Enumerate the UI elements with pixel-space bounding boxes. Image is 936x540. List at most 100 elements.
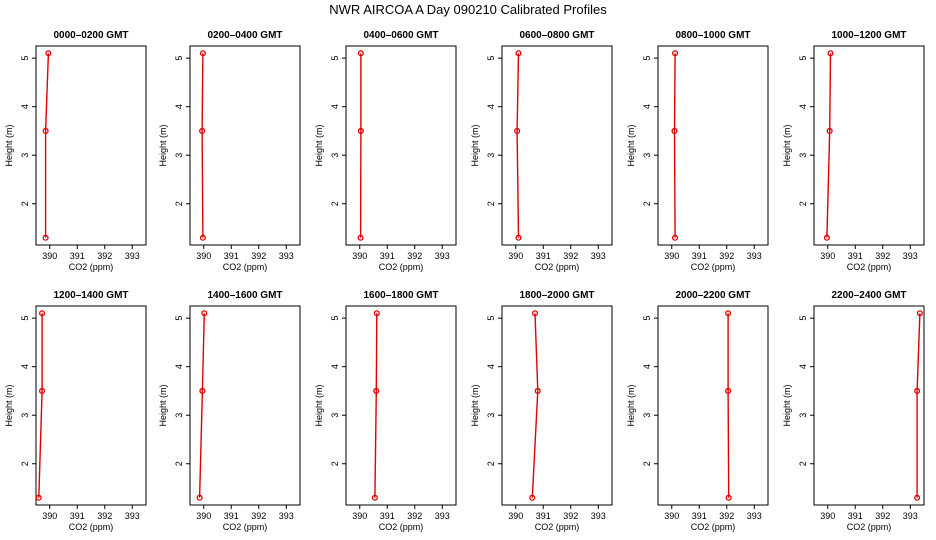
profile-point <box>38 387 46 394</box>
y-tick-label: 4 <box>798 364 808 369</box>
x-tick-label: 391 <box>380 511 395 521</box>
y-axis-label: Height (m) <box>314 124 324 166</box>
x-tick-label: 393 <box>125 511 140 521</box>
y-tick-label: 2 <box>174 461 184 466</box>
y-tick-label: 4 <box>20 364 30 369</box>
profile-point <box>199 50 206 57</box>
x-tick-label: 393 <box>747 251 762 261</box>
x-tick-label: 393 <box>435 251 450 261</box>
profile-point <box>196 494 203 501</box>
x-tick-label: 390 <box>664 251 679 261</box>
x-tick-label: 392 <box>719 251 734 261</box>
y-tick-label: 2 <box>798 201 808 206</box>
x-tick-label: 393 <box>591 511 606 521</box>
profile-point <box>35 494 42 501</box>
y-tick-label: 5 <box>642 56 652 61</box>
panel: 1600–1800 GMT 390 391 392 393 2 3 4 5 CO2 (ppm) He… <box>314 290 457 532</box>
profile-point <box>357 127 364 134</box>
y-tick-label: 5 <box>330 56 340 61</box>
y-tick-label: 2 <box>330 461 340 466</box>
x-tick-label: 391 <box>692 251 707 261</box>
y-tick-label: 3 <box>642 153 652 158</box>
y-axis-label: Height (m) <box>158 124 168 166</box>
plot-frame <box>35 305 147 506</box>
y-tick-label: 3 <box>486 153 496 158</box>
profile-line <box>374 313 378 498</box>
y-axis-label: Height (m) <box>626 124 636 166</box>
x-axis-label: CO2 (ppm) <box>691 262 736 272</box>
x-axis-label: CO2 (ppm) <box>379 262 424 272</box>
y-tick-label: 5 <box>798 316 808 321</box>
x-tick-label: 391 <box>224 251 239 261</box>
profile-point <box>201 310 208 317</box>
x-axis-label: CO2 (ppm) <box>69 522 114 532</box>
profile-point <box>725 494 732 501</box>
plot-frame <box>345 45 457 246</box>
panel-title: 0800–1000 GMT <box>675 30 750 41</box>
y-tick-label: 3 <box>798 413 808 418</box>
plot-frame <box>657 45 769 246</box>
x-tick-label: 391 <box>536 251 551 261</box>
profile-point <box>671 127 678 134</box>
y-axis-label: Height (m) <box>626 384 636 426</box>
y-tick-label: 5 <box>486 316 496 321</box>
panel: 1800–2000 GMT 390 391 392 393 2 3 4 5 CO2 (ppm) He… <box>470 290 613 532</box>
x-tick-label: 393 <box>279 251 294 261</box>
x-tick-label: 391 <box>224 511 239 521</box>
x-tick-label: 391 <box>380 251 395 261</box>
profile-line <box>198 313 205 498</box>
panel: 2000–2200 GMT 390 391 392 393 2 3 4 5 CO2 (ppm) He… <box>626 290 769 532</box>
panel-title: 1600–1800 GMT <box>363 290 438 301</box>
y-tick-label: 5 <box>798 56 808 61</box>
panel: 0800–1000 GMT 390 391 392 393 2 3 4 5 CO2 (ppm) He… <box>626 30 769 272</box>
profile-point <box>514 127 521 134</box>
panel-title: 1800–2000 GMT <box>519 290 594 301</box>
profile-point <box>199 234 206 241</box>
y-tick-label: 5 <box>174 316 184 321</box>
figure-title: NWR AIRCOA A Day 090210 Calibrated Profi… <box>329 2 607 17</box>
profile-line <box>201 53 204 238</box>
x-tick-label: 392 <box>563 251 578 261</box>
panel: 0600–0800 GMT 390 391 392 393 2 3 4 5 CO2 (ppm) He… <box>470 30 613 272</box>
x-axis-label: CO2 (ppm) <box>847 522 892 532</box>
y-tick-label: 4 <box>330 364 340 369</box>
profile-point <box>671 234 679 241</box>
panel-title: 0600–0800 GMT <box>519 30 594 41</box>
panel: 0000–0200 GMT 390 391 392 393 2 3 4 5 CO2 (ppm) He… <box>4 30 147 272</box>
x-tick-label: 392 <box>407 251 422 261</box>
profile-point <box>199 127 206 134</box>
x-tick-label: 393 <box>279 511 294 521</box>
profile-line <box>673 53 676 238</box>
profile-point <box>357 50 364 57</box>
y-axis-label: Height (m) <box>158 384 168 426</box>
y-tick-label: 3 <box>174 413 184 418</box>
x-tick-label: 392 <box>251 251 266 261</box>
y-tick-label: 2 <box>642 201 652 206</box>
plot-frame <box>813 305 925 506</box>
profile-point <box>725 310 732 317</box>
x-axis-label: CO2 (ppm) <box>223 522 268 532</box>
y-tick-label: 4 <box>486 364 496 369</box>
x-tick-label: 390 <box>352 511 367 521</box>
y-axis-label: Height (m) <box>470 124 480 166</box>
profile-point <box>914 494 921 501</box>
panel: 1200–1400 GMT 390 391 392 393 2 3 4 5 CO2 (ppm) He… <box>4 290 147 532</box>
profile-point <box>515 234 522 241</box>
y-tick-label: 2 <box>20 461 30 466</box>
x-tick-label: 392 <box>719 511 734 521</box>
y-tick-label: 2 <box>174 201 184 206</box>
profile-point <box>373 387 380 394</box>
y-tick-label: 4 <box>174 364 184 369</box>
y-tick-label: 3 <box>174 153 184 158</box>
y-tick-label: 5 <box>20 316 30 321</box>
y-tick-label: 3 <box>330 153 340 158</box>
y-tick-label: 4 <box>798 104 808 109</box>
panel-title: 0000–0200 GMT <box>53 30 128 41</box>
y-tick-label: 5 <box>330 316 340 321</box>
profile-point <box>515 50 522 57</box>
x-tick-label: 390 <box>352 251 367 261</box>
x-tick-label: 390 <box>820 511 835 521</box>
panel: 1400–1600 GMT 390 391 392 393 2 3 4 5 CO2 (ppm) He… <box>158 290 301 532</box>
profile-line <box>727 313 730 498</box>
profile-point <box>534 387 541 394</box>
